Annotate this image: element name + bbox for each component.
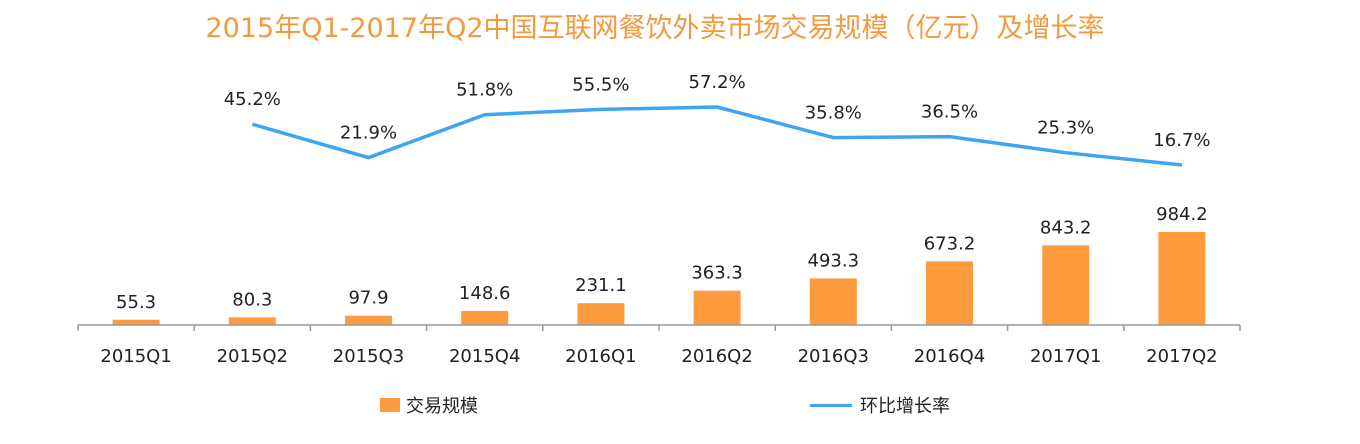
x-label-2017Q2: 2017Q2 [1146, 346, 1217, 367]
line-label-2017Q1: 25.3% [1037, 118, 1094, 139]
x-label-2016Q2: 2016Q2 [681, 346, 752, 367]
x-label-2015Q2: 2015Q2 [217, 346, 288, 367]
x-label-2016Q3: 2016Q3 [798, 346, 869, 367]
growth-rate-line [251, 105, 1183, 167]
bar-2016Q3 [809, 278, 857, 325]
bar-label-2017Q1: 843.2 [1040, 217, 1092, 238]
chart-title: 2015年Q1-2017年Q2中国互联网餐饮外卖市场交易规模（亿元）及增长率 [205, 13, 1105, 44]
legend-line-swatch [810, 403, 852, 407]
bar-2016Q4 [926, 261, 973, 325]
bar-2017Q1 [1042, 245, 1090, 325]
bar-2016Q2 [693, 290, 741, 325]
x-label-2016Q1: 2016Q1 [565, 346, 636, 367]
legend-line-label: 环比增长率 [860, 396, 950, 417]
bar-data-labels: 55.3 80.3 97.9 148.6 231.1 363.3 493.3 673.2 843… [116, 204, 1208, 313]
bar-label-2015Q3: 97.9 [348, 288, 388, 309]
line-label-2015Q2: 45.2% [224, 89, 281, 110]
bar-2015Q1 [112, 319, 160, 325]
line-label-2016Q4: 36.5% [921, 102, 978, 123]
bar-2017Q2 [1158, 232, 1206, 325]
line-label-2017Q2: 16.7% [1153, 130, 1210, 151]
x-label-2016Q4: 2016Q4 [914, 346, 985, 367]
line-label-2015Q3: 21.9% [340, 123, 397, 144]
bar-2016Q1 [577, 303, 625, 325]
bar-label-2015Q2: 80.3 [232, 289, 272, 310]
line-label-2016Q2: 57.2% [689, 72, 746, 93]
bar-label-2016Q1: 231.1 [575, 275, 627, 296]
bar-2015Q2 [228, 317, 276, 325]
line-label-2016Q3: 35.8% [805, 103, 862, 124]
x-label-2015Q3: 2015Q3 [333, 346, 404, 367]
bar-2015Q3 [345, 315, 392, 325]
x-label-2015Q1: 2015Q1 [100, 346, 171, 367]
x-axis-ticks [77, 325, 1241, 331]
bar-label-2017Q2: 984.2 [1156, 204, 1208, 225]
legend-bar-item: 交易规模 [380, 392, 478, 418]
bar-2015Q4 [461, 310, 509, 325]
bar-series [112, 232, 1206, 325]
bar-label-2016Q4: 673.2 [924, 233, 976, 254]
bar-label-2016Q3: 493.3 [808, 250, 860, 271]
bar-label-2015Q1: 55.3 [116, 292, 156, 313]
x-label-2015Q4: 2015Q4 [449, 346, 520, 367]
line-data-labels: 45.2% 21.9% 51.8% 55.5% 57.2% 35.8% 36.5% 25.3%… [224, 72, 1211, 151]
line-label-2015Q4: 51.8% [456, 80, 513, 101]
bar-label-2016Q2: 363.3 [691, 263, 743, 284]
legend-bar-swatch [380, 398, 400, 412]
legend-bar-label: 交易规模 [406, 396, 478, 417]
x-label-2017Q1: 2017Q1 [1030, 346, 1101, 367]
bar-label-2015Q4: 148.6 [459, 283, 511, 304]
line-label-2016Q1: 55.5% [572, 74, 629, 95]
legend-line-item: 环比增长率 [810, 392, 950, 418]
x-axis-labels: 2015Q1 2015Q2 2015Q3 2015Q4 2016Q1 2016Q2 2016… [100, 346, 1217, 367]
